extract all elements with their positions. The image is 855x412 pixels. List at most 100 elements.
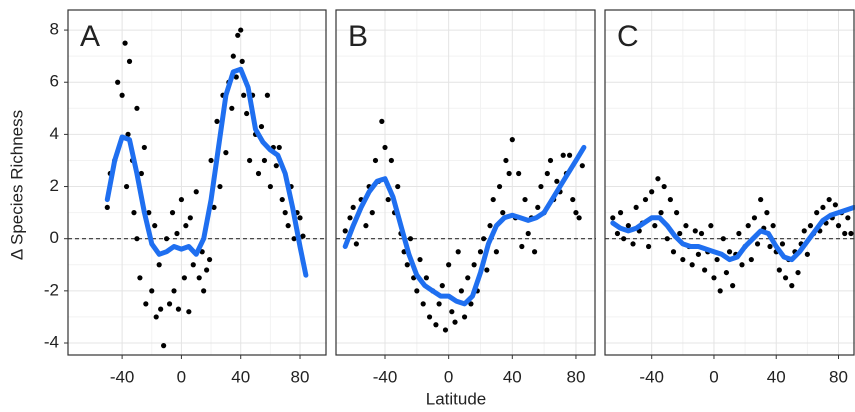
- data-point: [122, 40, 128, 46]
- smooth-line: [342, 144, 587, 307]
- x-tick-label: -40: [639, 367, 664, 386]
- data-point: [229, 105, 235, 111]
- data-point: [204, 267, 210, 273]
- data-point: [143, 301, 149, 307]
- data-point: [414, 288, 420, 294]
- data-point: [801, 228, 807, 234]
- data-point: [493, 249, 499, 255]
- data-point: [506, 170, 512, 177]
- data-point: [247, 157, 253, 164]
- data-point: [490, 196, 496, 203]
- data-point: [789, 283, 795, 289]
- data-point: [439, 283, 445, 289]
- data-point: [645, 243, 652, 250]
- panel-title: B: [348, 20, 368, 53]
- data-point: [208, 157, 214, 164]
- data-point: [279, 196, 285, 203]
- data-point: [149, 288, 155, 294]
- data-point: [382, 144, 388, 151]
- data-point: [350, 204, 356, 211]
- data-point: [468, 301, 474, 307]
- data-point: [186, 309, 192, 315]
- data-point: [698, 230, 705, 237]
- data-point: [353, 241, 359, 247]
- data-point: [196, 275, 202, 281]
- data-point: [134, 105, 140, 111]
- data-point: [174, 230, 180, 237]
- data-point: [736, 230, 742, 237]
- data-point: [458, 288, 464, 294]
- x-tick-label: 40: [503, 367, 522, 386]
- data-point: [193, 189, 199, 195]
- data-point: [708, 223, 714, 229]
- data-point: [190, 262, 196, 268]
- data-point: [642, 196, 649, 203]
- data-point: [566, 152, 573, 158]
- data-point: [720, 236, 726, 242]
- data-point: [171, 288, 177, 294]
- data-point: [417, 256, 423, 263]
- data-point: [496, 183, 503, 190]
- panel-frame: [67, 9, 327, 356]
- x-tick-label: 80: [829, 367, 848, 386]
- data-point: [554, 178, 560, 184]
- data-point: [223, 150, 229, 156]
- data-point: [137, 275, 143, 281]
- data-point: [667, 196, 673, 203]
- data-point: [723, 269, 730, 276]
- data-point: [264, 92, 271, 98]
- data-point: [199, 249, 205, 255]
- data-point: [183, 223, 189, 229]
- data-point: [449, 309, 455, 315]
- data-point: [363, 223, 369, 229]
- data-point: [181, 275, 187, 281]
- smooth-line: [104, 66, 309, 278]
- data-point: [500, 210, 506, 216]
- data-point: [538, 183, 544, 190]
- data-point: [455, 249, 461, 255]
- y-tick-label: 8: [50, 20, 59, 39]
- data-point: [484, 267, 490, 273]
- data-point: [630, 241, 636, 247]
- data-point: [711, 275, 717, 281]
- data-point: [423, 275, 429, 281]
- data-point: [420, 301, 426, 307]
- data-point: [217, 183, 223, 190]
- data-point: [481, 236, 487, 242]
- data-point: [579, 163, 585, 169]
- data-point: [525, 230, 531, 237]
- data-point: [531, 249, 538, 255]
- y-tick-label: -4: [44, 332, 59, 351]
- data-point: [714, 256, 720, 263]
- data-point: [369, 210, 375, 216]
- data-point: [119, 92, 125, 98]
- data-point: [379, 118, 385, 124]
- data-point: [748, 256, 754, 263]
- data-point: [238, 27, 244, 33]
- data-point: [689, 262, 695, 268]
- panel-title: A: [80, 20, 100, 53]
- data-point: [677, 230, 683, 237]
- data-point: [407, 236, 414, 242]
- data-point: [433, 322, 439, 328]
- data-point: [300, 233, 306, 239]
- data-point: [751, 215, 758, 221]
- data-point: [347, 215, 353, 221]
- data-point: [573, 210, 579, 216]
- data-point: [739, 262, 745, 268]
- y-tick-label: 6: [50, 72, 59, 91]
- x-tick-label: 40: [231, 367, 250, 386]
- data-point: [152, 223, 158, 229]
- data-point: [516, 170, 522, 177]
- x-tick-label: 80: [566, 367, 585, 386]
- data-point: [258, 123, 265, 130]
- data-point: [175, 306, 182, 312]
- data-point: [617, 210, 624, 216]
- data-point: [509, 137, 515, 143]
- data-point: [826, 196, 832, 203]
- data-point: [267, 183, 273, 190]
- y-axis-label: Δ Species Richness: [7, 110, 26, 260]
- data-point: [404, 262, 410, 268]
- data-point: [372, 157, 379, 164]
- data-point: [385, 196, 391, 203]
